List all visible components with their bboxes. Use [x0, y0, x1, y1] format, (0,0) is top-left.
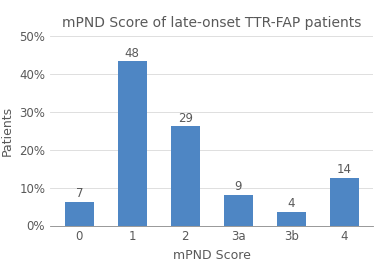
Text: 14: 14 [336, 163, 352, 176]
Text: 7: 7 [75, 187, 83, 200]
Bar [118, 61, 147, 226]
Text: 9: 9 [234, 180, 242, 193]
X-axis label: mPND Score: mPND Score [173, 249, 251, 262]
Text: 29: 29 [178, 112, 193, 125]
Y-axis label: Patients: Patients [1, 106, 13, 156]
Bar [224, 195, 253, 226]
Text: 4: 4 [288, 197, 295, 210]
Bar [65, 202, 94, 225]
Bar [330, 178, 359, 226]
Bar [277, 212, 306, 225]
Bar [171, 126, 200, 226]
Text: 48: 48 [125, 47, 140, 60]
Title: mPND Score of late-onset TTR-FAP patients: mPND Score of late-onset TTR-FAP patient… [62, 16, 362, 31]
